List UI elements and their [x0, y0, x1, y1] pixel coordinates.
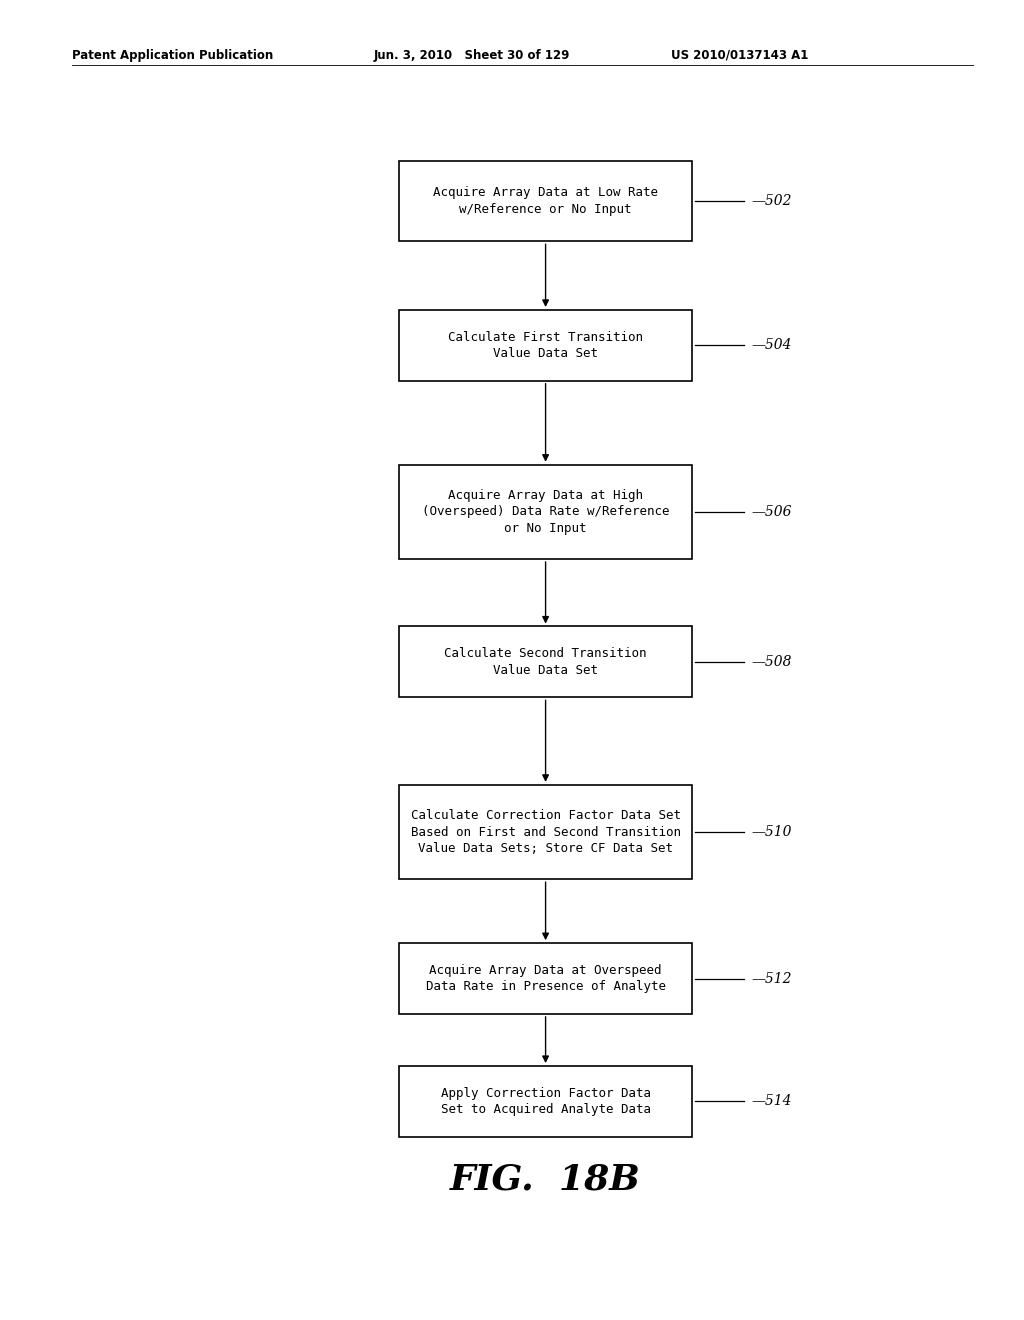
- Text: FIG.  18B: FIG. 18B: [451, 1163, 641, 1196]
- Text: Calculate Second Transition
Value Data Set: Calculate Second Transition Value Data S…: [444, 647, 647, 677]
- Text: Acquire Array Data at Overspeed
Data Rate in Presence of Analyte: Acquire Array Data at Overspeed Data Rat…: [426, 964, 666, 993]
- Text: —514: —514: [751, 1094, 792, 1109]
- Text: Jun. 3, 2010   Sheet 30 of 129: Jun. 3, 2010 Sheet 30 of 129: [374, 49, 570, 62]
- Text: —504: —504: [751, 338, 792, 352]
- Text: US 2010/0137143 A1: US 2010/0137143 A1: [671, 49, 808, 62]
- Text: —512: —512: [751, 972, 792, 986]
- Text: Calculate Correction Factor Data Set
Based on First and Second Transition
Value : Calculate Correction Factor Data Set Bas…: [411, 809, 681, 855]
- Text: —506: —506: [751, 504, 792, 519]
- Text: Patent Application Publication: Patent Application Publication: [72, 49, 273, 62]
- Text: Calculate First Transition
Value Data Set: Calculate First Transition Value Data Se…: [449, 330, 643, 360]
- Text: —502: —502: [751, 194, 792, 209]
- Text: Apply Correction Factor Data
Set to Acquired Analyte Data: Apply Correction Factor Data Set to Acqu…: [440, 1086, 650, 1117]
- Text: Acquire Array Data at High
(Overspeed) Data Rate w/Reference
or No Input: Acquire Array Data at High (Overspeed) D…: [422, 488, 670, 535]
- Text: —510: —510: [751, 825, 792, 840]
- Text: —508: —508: [751, 655, 792, 669]
- Text: Acquire Array Data at Low Rate
w/Reference or No Input: Acquire Array Data at Low Rate w/Referen…: [433, 186, 658, 216]
